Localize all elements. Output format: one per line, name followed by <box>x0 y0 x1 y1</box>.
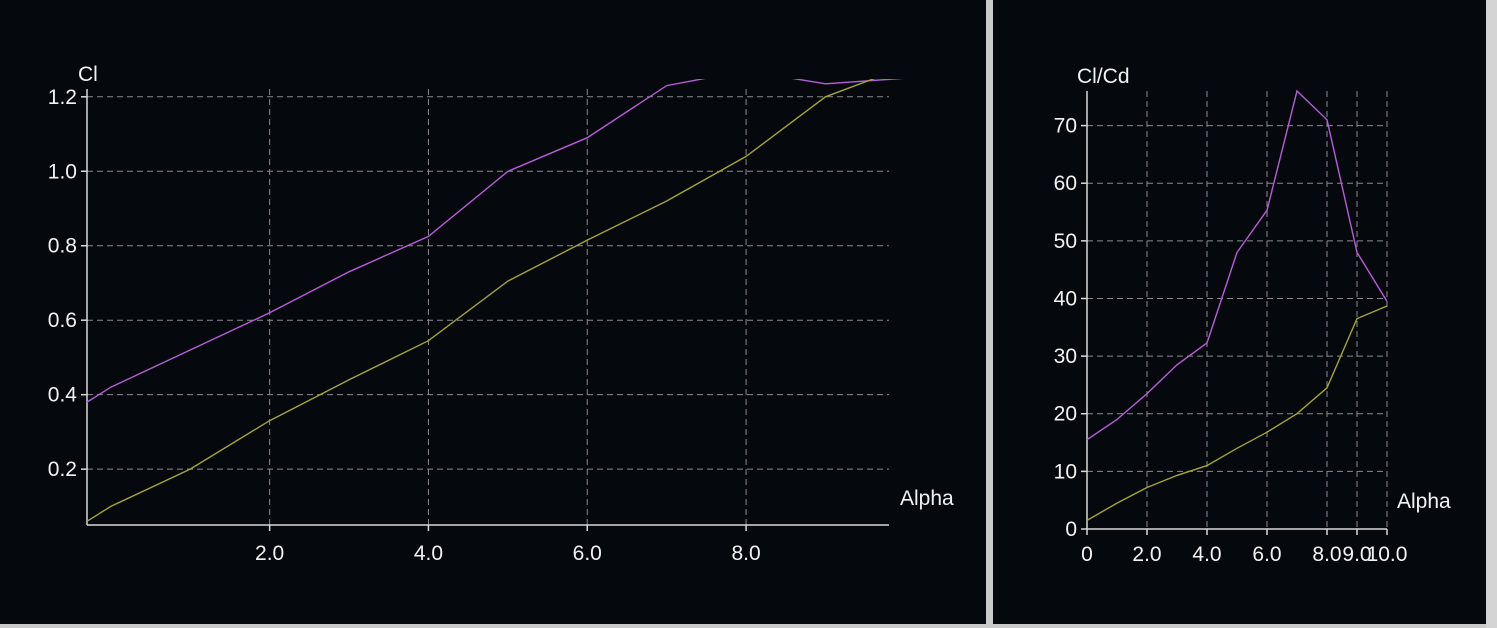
series-0 <box>1086 89 1387 441</box>
y-axis-title: Cl <box>78 63 98 86</box>
window-edge <box>1486 0 1497 628</box>
x-tick-label: 2.0 <box>255 542 284 565</box>
cl-cd-vs-alpha-chart: 0 2.0 4.0 6.0 8.0 9.010.0 0 10 20 30 40 50 60 70 Cl/Cd… <box>1054 65 1451 566</box>
grid <box>87 89 889 525</box>
y-tick-label: 50 <box>1054 230 1077 253</box>
grid <box>1087 91 1388 529</box>
x-tick-label: 2.0 <box>1132 543 1161 566</box>
y-tick-label: 1.2 <box>48 86 77 109</box>
x-tick-label: 9.0 <box>1342 543 1371 566</box>
x-tick-label: 0 <box>1081 543 1093 566</box>
y-tick-label: 60 <box>1054 172 1077 195</box>
y-tick-label: 40 <box>1054 287 1077 310</box>
x-tick-label: 8.0 <box>1312 543 1341 566</box>
y-tick-label: 0 <box>1065 518 1077 541</box>
y-tick-label: 10 <box>1054 460 1077 483</box>
x-tick-label: 6.0 <box>1252 543 1281 566</box>
x-tick-label: 4.0 <box>414 542 443 565</box>
x-tick-label: 8.0 <box>731 542 760 565</box>
y-tick-label: 20 <box>1054 403 1077 426</box>
x-tick-label: 4.0 <box>1192 543 1221 566</box>
cl-cd-chart-panel: 0 2.0 4.0 6.0 8.0 9.0 10.0 0 10 20 30 40 50 60 70 Cl/Cd… <box>993 0 1486 624</box>
y-tick-label: 0.6 <box>48 309 77 332</box>
y-tick-label: 1.0 <box>48 160 77 183</box>
x-axis-title: Alpha <box>900 487 954 510</box>
y-axis-title: Cl/Cd <box>1077 65 1130 88</box>
series-line-0 <box>1086 89 1387 441</box>
series-1 <box>86 79 875 522</box>
y-tick-label: 30 <box>1054 345 1077 368</box>
y-tick-label: 0.4 <box>48 384 78 407</box>
y-tick-label: 0.2 <box>48 458 77 481</box>
y-tick-label: 70 <box>1054 115 1077 138</box>
cl-vs-alpha-chart: 2.0 4.0 6.0 8.0 0.2 0.4 0.6 0.8 1.0 1.2Cl Alpha <box>48 63 954 565</box>
series-line-0 <box>86 79 904 403</box>
x-axis-title: Alpha <box>1397 490 1451 513</box>
x-tick-label: 10.0 <box>1367 543 1408 566</box>
series-1 <box>1086 305 1387 522</box>
series-0 <box>86 79 904 403</box>
cl-chart-panel: 2.0 4.0 6.0 8.0 0.2 0.4 0.6 0.8 1.0 1.2 Cl Alpha <box>0 0 986 624</box>
y-tick-label: 0.8 <box>48 235 77 258</box>
series-line-1 <box>1086 305 1387 522</box>
x-tick-label: 6.0 <box>573 542 602 565</box>
series-line-1 <box>86 79 875 522</box>
